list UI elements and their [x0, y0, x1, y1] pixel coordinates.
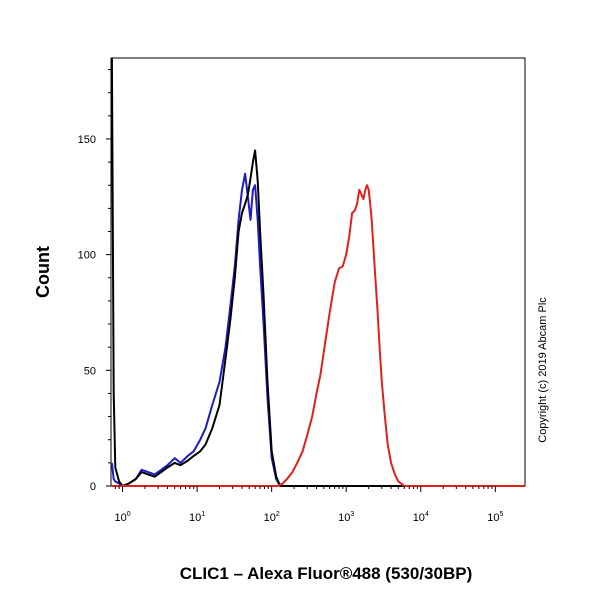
y-tick-label-1: 50	[84, 365, 96, 377]
y-tick-label-0: 0	[90, 481, 96, 493]
x-tick-label-4: 104	[413, 511, 429, 524]
series-line-2	[110, 57, 525, 487]
series-layer	[110, 57, 525, 487]
x-tick-label-5: 105	[487, 511, 503, 524]
y-axis: 0 50 100 150	[78, 69, 111, 493]
y-tick-label-2: 100	[78, 250, 96, 262]
x-axis: 100 101 102 103 104 105	[114, 486, 504, 524]
copyright-text: Copyright (c) 2019 Abcam Plc	[537, 297, 549, 443]
x-tick-label-0: 100	[114, 511, 130, 524]
series-line-1	[110, 172, 525, 487]
series-line-3	[111, 184, 525, 487]
x-tick-label-2: 102	[264, 511, 280, 524]
x-tick-label-3: 103	[338, 511, 354, 524]
plot-frame	[110, 57, 526, 487]
x-tick-label-1: 101	[189, 511, 205, 524]
x-axis-title: CLIC1 – Alexa Fluor®488 (530/30BP)	[180, 564, 473, 583]
y-axis-title: Count	[33, 246, 53, 298]
y-tick-label-3: 150	[78, 134, 96, 146]
